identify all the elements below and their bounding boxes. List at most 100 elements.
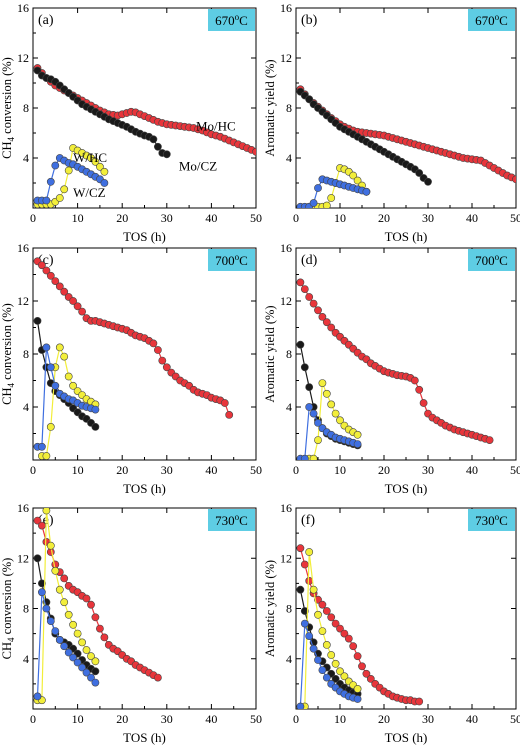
- temperature-label: 670oC: [215, 12, 248, 28]
- y-axis-label: CH4 conversion (%): [0, 57, 16, 159]
- data-point-w-cz: [353, 440, 362, 448]
- data-point-w-hc: [55, 194, 64, 202]
- y-tick-label: 4: [286, 151, 292, 165]
- temperature-badge: [208, 9, 255, 31]
- data-point-w-cz: [300, 619, 309, 628]
- data-point-w-cz: [300, 454, 309, 460]
- data-point-w-cz: [42, 604, 51, 613]
- data-point-mo-hc: [358, 662, 366, 671]
- y-tick-label: 4: [23, 151, 29, 165]
- data-point-mo-hc: [153, 673, 162, 682]
- data-point-mo-hc: [46, 271, 55, 280]
- data-point-w-cz: [362, 187, 371, 196]
- data-point-mo-hc: [60, 287, 69, 296]
- data-point-w-cz: [51, 627, 60, 635]
- series-line-mo-hc: [37, 520, 159, 679]
- y-axis-label: Aromatic yield (%): [263, 560, 277, 657]
- data-point-mo-cz: [149, 135, 158, 144]
- x-tick-label: 30: [422, 712, 434, 726]
- data-point-w-hc: [100, 167, 109, 176]
- y-axis-label: CH4 conversion (%): [0, 558, 16, 660]
- temperature-badge: [208, 509, 255, 531]
- temperature-badge: [468, 9, 515, 31]
- data-point-w-cz: [314, 656, 322, 664]
- data-point-mo-cz: [424, 177, 432, 186]
- data-point-w-hc: [55, 343, 64, 352]
- data-point-mo-hc: [353, 652, 362, 661]
- data-point-w-hc: [64, 166, 73, 175]
- data-point-mo-hc: [415, 385, 424, 394]
- y-tick-label: 16: [17, 241, 29, 255]
- x-tick-label: 0: [30, 211, 36, 225]
- data-point-mo-hc: [78, 307, 86, 316]
- data-point-w-hc: [318, 379, 327, 387]
- x-tick-label: 30: [161, 463, 173, 477]
- data-point-mo-hc: [296, 278, 305, 287]
- data-point-mo-hc: [415, 697, 424, 706]
- data-point-w-cz: [318, 666, 327, 674]
- data-point-w-cz: [46, 363, 55, 372]
- data-point-w-hc: [96, 162, 104, 171]
- panel-label: (d): [301, 253, 318, 268]
- data-point-w-hc: [51, 566, 60, 575]
- data-point-mo-hc: [149, 339, 158, 348]
- data-point-mo-cz: [296, 585, 305, 594]
- data-point-w-cz: [46, 617, 55, 625]
- data-point-mo-hc: [153, 346, 162, 354]
- y-tick-label: 4: [286, 400, 292, 414]
- x-tick-label: 0: [30, 712, 36, 726]
- data-point-mo-cz: [33, 316, 42, 325]
- data-point-w-hc: [305, 548, 314, 556]
- data-point-mo-hc: [162, 363, 171, 372]
- data-point-mo-hc: [322, 318, 331, 327]
- x-tick-label: 10: [72, 712, 84, 726]
- data-point-w-cz: [305, 632, 314, 640]
- data-point-w-cz: [42, 343, 51, 352]
- data-point-w-hc: [318, 627, 327, 635]
- data-point-mo-hc: [87, 600, 95, 609]
- panel-f: 0 10 20 30 40 50 4 8 12 16 TOS (h) Aromatic yield (…: [263, 501, 520, 745]
- data-point-w-hc: [69, 381, 77, 390]
- data-point-w-cz: [38, 442, 46, 451]
- data-point-w-cz: [42, 196, 51, 205]
- data-point-w-cz: [309, 199, 318, 207]
- data-point-w-cz: [353, 695, 362, 703]
- data-point-w-hc: [340, 672, 349, 681]
- data-point-mo-hc: [38, 521, 46, 530]
- x-tick-label: 40: [466, 463, 478, 477]
- series-group: [33, 64, 256, 208]
- data-point-mo-hc: [300, 560, 309, 569]
- data-point-w-hc: [60, 185, 69, 194]
- data-point-mo-hc: [327, 613, 336, 622]
- data-point-w-hc: [91, 657, 100, 666]
- data-point-w-hc: [73, 629, 82, 638]
- series-line-mo-hc: [299, 282, 490, 441]
- data-point-w-hc: [42, 452, 51, 460]
- x-tick-label: 0: [30, 463, 36, 477]
- data-point-mo-hc: [220, 399, 229, 407]
- data-point-mo-hc: [318, 312, 327, 321]
- data-point-w-hc: [322, 201, 331, 208]
- series-annotation: W/CZ: [73, 185, 106, 200]
- data-point-w-cz: [314, 184, 322, 192]
- data-point-mo-hc: [344, 634, 353, 643]
- data-point-mo-hc: [318, 600, 327, 609]
- data-point-mo-hc: [336, 624, 344, 633]
- y-axis-label: CH4 conversion (%): [0, 303, 16, 405]
- data-point-w-hc: [327, 194, 336, 202]
- data-point-w-hc: [46, 422, 55, 431]
- x-tick-label: 30: [161, 712, 173, 726]
- x-tick-label: 40: [205, 463, 217, 477]
- data-point-mo-hc: [96, 624, 104, 633]
- data-point-w-cz: [100, 179, 109, 187]
- x-tick-label: 10: [72, 211, 84, 225]
- data-point-mo-hc: [82, 594, 91, 603]
- data-point-w-hc: [336, 416, 344, 425]
- x-tick-label: 40: [205, 712, 217, 726]
- temperature-label: 700oC: [475, 252, 508, 268]
- x-tick-label: 0: [293, 712, 299, 726]
- data-point-mo-hc: [340, 629, 349, 638]
- x-tick-label: 10: [334, 211, 346, 225]
- data-point-mo-hc: [362, 669, 371, 678]
